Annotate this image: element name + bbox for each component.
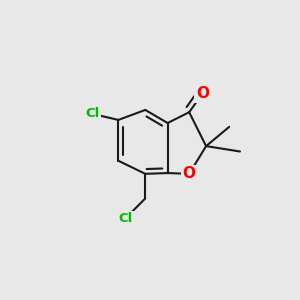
- Text: O: O: [183, 166, 196, 181]
- Text: O: O: [196, 86, 209, 101]
- Text: Cl: Cl: [85, 107, 99, 120]
- Text: Cl: Cl: [118, 212, 132, 225]
